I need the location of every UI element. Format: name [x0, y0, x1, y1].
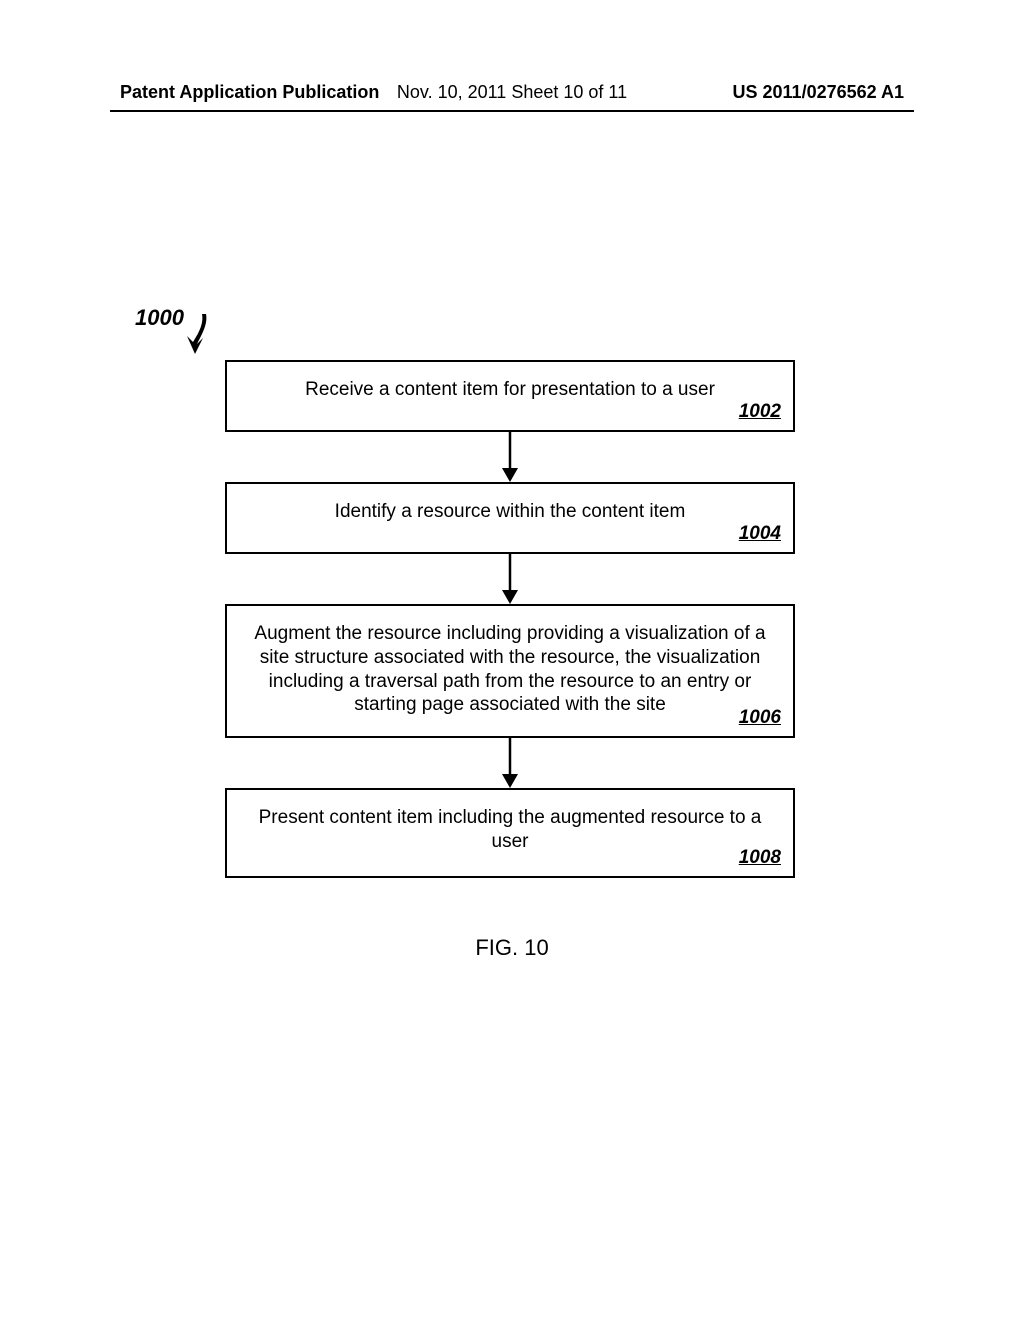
- flow-step-number: 1004: [739, 522, 781, 546]
- flow-step-1004: Identify a resource within the content i…: [225, 482, 795, 554]
- header-rule: [110, 110, 914, 112]
- flow-step-text: Present content item including the augme…: [247, 806, 773, 854]
- flow-step-number: 1002: [739, 400, 781, 424]
- flow-step-number: 1006: [739, 706, 781, 730]
- page-header: Patent Application Publication Nov. 10, …: [0, 82, 1024, 103]
- flow-step-number: 1008: [739, 846, 781, 870]
- flow-arrow-down-icon: [498, 554, 522, 604]
- flow-step-1002: Receive a content item for presentation …: [225, 360, 795, 432]
- flow-reference-arrow-icon: [180, 312, 210, 357]
- flow-step-1006: Augment the resource including providing…: [225, 604, 795, 738]
- header-pubnumber: US 2011/0276562 A1: [733, 82, 904, 103]
- flow-arrow-down-icon: [498, 432, 522, 482]
- flow-step-text: Identify a resource within the content i…: [247, 500, 773, 524]
- figure-caption: FIG. 10: [475, 935, 548, 961]
- flow-step-text: Receive a content item for presentation …: [247, 378, 773, 402]
- header-date-sheet: Nov. 10, 2011 Sheet 10 of 11: [397, 82, 627, 103]
- flow-step-1008: Present content item including the augme…: [225, 788, 795, 878]
- flow-reference-label: 1000: [135, 305, 184, 331]
- flow-step-text: Augment the resource including providing…: [247, 622, 773, 717]
- header-publication: Patent Application Publication: [120, 82, 379, 103]
- flow-arrow-down-icon: [498, 738, 522, 788]
